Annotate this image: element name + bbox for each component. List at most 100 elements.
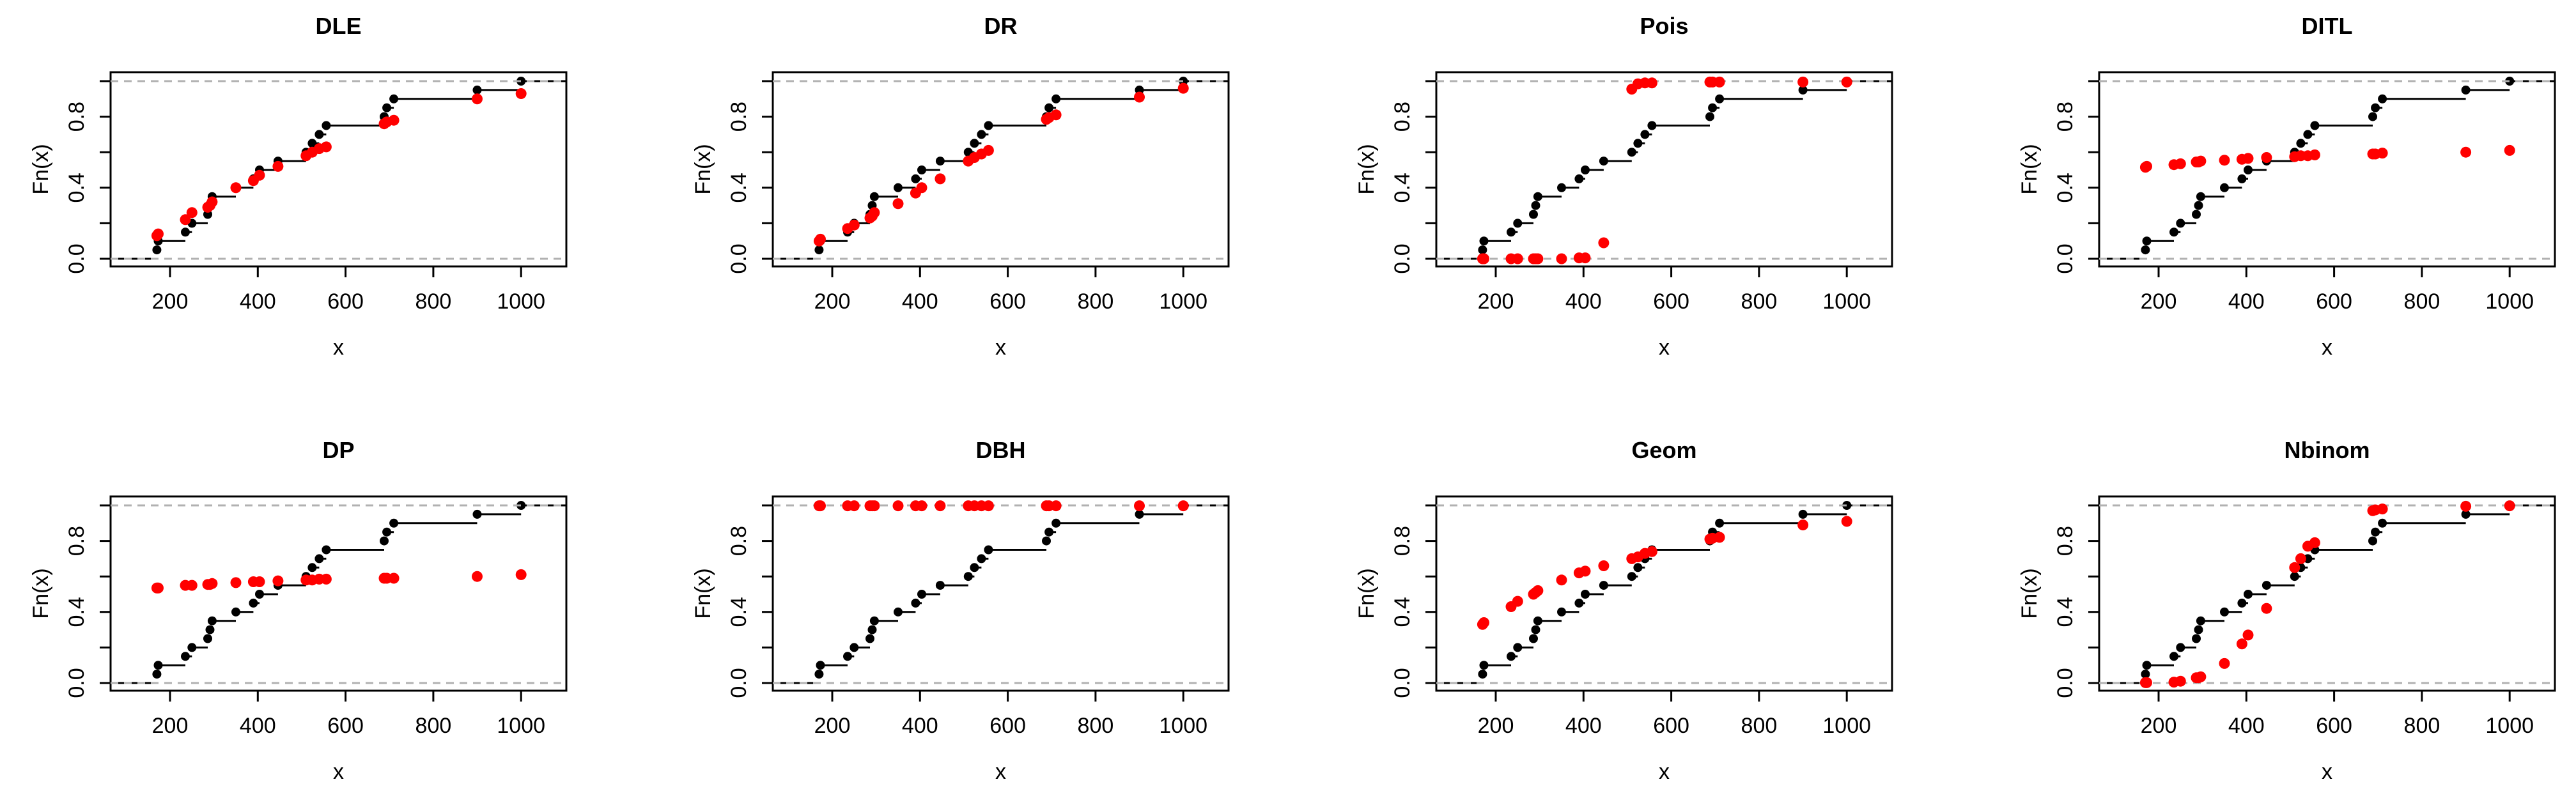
fitted-point [2195, 671, 2207, 682]
plot-box [109, 71, 568, 268]
ecdf-point [2176, 219, 2185, 228]
ecdf-point [1135, 509, 1144, 519]
ecdf-point [231, 607, 240, 617]
ecdf-point [970, 139, 979, 148]
fitted-point [2242, 153, 2254, 164]
x-tick-label: 600 [989, 714, 1026, 738]
x-axis-label: x [1659, 335, 1670, 360]
ecdf-point [843, 652, 852, 661]
ecdf-point [2141, 670, 2150, 679]
fitted-point [1134, 91, 1145, 103]
ecdf-point [472, 509, 482, 519]
ecdf-point [865, 634, 874, 643]
fitted-point [2261, 152, 2272, 163]
x-axis-label: x [995, 335, 1006, 360]
y-tick-label: 0.4 [727, 597, 751, 627]
fitted-point [230, 182, 242, 194]
ecdf-point [322, 545, 331, 555]
y-axis-label: Fn(x) [2017, 144, 2042, 194]
plot-box [1435, 495, 1893, 692]
ecdf-point [1529, 210, 1538, 219]
x-tick-label: 400 [240, 289, 276, 314]
fitted-point [1050, 109, 1062, 121]
ecdf-step-line [2099, 504, 2555, 684]
fitted-point [472, 571, 483, 582]
fitted-point [1556, 574, 1567, 586]
panel-title: Nbinom [2285, 437, 2370, 463]
fitted-point [320, 141, 332, 153]
ecdf-point [816, 661, 825, 670]
y-tick-label: 0.4 [65, 173, 89, 203]
y-tick-label: 0.4 [2053, 597, 2077, 627]
ecdf-point [2505, 77, 2515, 86]
ecdf-point [2378, 518, 2387, 528]
fitted-point [2236, 638, 2247, 650]
x-tick-label: 200 [2141, 714, 2177, 738]
fitted-point [272, 160, 284, 172]
ecdf-point [389, 518, 399, 528]
fitted-point [815, 233, 826, 245]
ecdf-point [516, 501, 526, 510]
ecdf-point [911, 598, 920, 608]
ecdf-point [1507, 652, 1516, 661]
x-tick-label: 200 [1478, 714, 1514, 738]
ecdf-point [2378, 94, 2387, 104]
fitted-point [892, 198, 904, 210]
ecdf-point [1531, 625, 1540, 634]
x-tick-label: 800 [415, 289, 452, 314]
panel-dr: DR x Fn(x) 200 400 600 800 1000 0.0 0.4 0.8 [691, 13, 1230, 360]
fitted-point [1512, 595, 1523, 607]
ecdf-point [894, 183, 903, 192]
x-tick-label: 400 [902, 289, 938, 314]
ecdf-point [2194, 625, 2203, 634]
fitted-point [1177, 500, 1189, 512]
plot-box [772, 495, 1230, 692]
y-axis-label: Fn(x) [1354, 568, 1379, 618]
fitted-point [935, 500, 946, 512]
fitted-point [2460, 500, 2472, 512]
ecdf-point [382, 527, 392, 537]
ecdf-point [1529, 634, 1538, 643]
fitted-point [206, 578, 218, 589]
ecdf-point [911, 174, 920, 183]
fitted-point [2195, 155, 2207, 167]
fitted-point [1579, 252, 1591, 264]
panel-title: Pois [1640, 13, 1688, 39]
y-axis-label: Fn(x) [29, 568, 53, 618]
x-tick-label: 200 [2141, 289, 2177, 314]
ecdf-point [1715, 518, 1725, 528]
fitted-point [935, 173, 946, 185]
ecdf-point [2244, 165, 2253, 174]
fitted-point [869, 500, 880, 512]
fitted-point [388, 114, 400, 126]
y-tick-label: 0.8 [2053, 102, 2077, 132]
fitted-point [180, 214, 191, 226]
x-axis-label: x [2322, 335, 2332, 360]
y-tick-label: 0.4 [1390, 173, 1415, 203]
ecdf-point [187, 643, 197, 652]
ecdf-point [255, 590, 264, 599]
ecdf-point [2310, 121, 2320, 130]
y-tick-label: 0.4 [1390, 597, 1415, 627]
y-tick-label: 0.8 [727, 526, 751, 556]
y-axis-label: Fn(x) [1354, 144, 1379, 194]
x-tick-label: 600 [989, 289, 1026, 314]
ecdf-point [1599, 157, 1608, 166]
ecdf-point [2169, 227, 2178, 237]
fitted-point [815, 500, 826, 512]
ecdf-point [1479, 236, 1489, 246]
panel-title: DLE [316, 13, 362, 39]
ecdf-point [389, 94, 399, 104]
x-tick-label: 1000 [497, 714, 545, 738]
ecdf-point [1715, 94, 1725, 104]
ecdf-point [2169, 652, 2178, 661]
y-tick-label: 0.8 [1390, 526, 1415, 556]
ecdf-point [935, 581, 945, 590]
fitted-point [869, 207, 880, 219]
y-tick-label: 0.8 [1390, 102, 1415, 132]
x-tick-label: 600 [327, 289, 364, 314]
ecdf-point [307, 563, 317, 572]
ecdf-point [1574, 598, 1584, 608]
ecdf-point [1478, 670, 1487, 679]
ecdf-point [984, 545, 993, 555]
